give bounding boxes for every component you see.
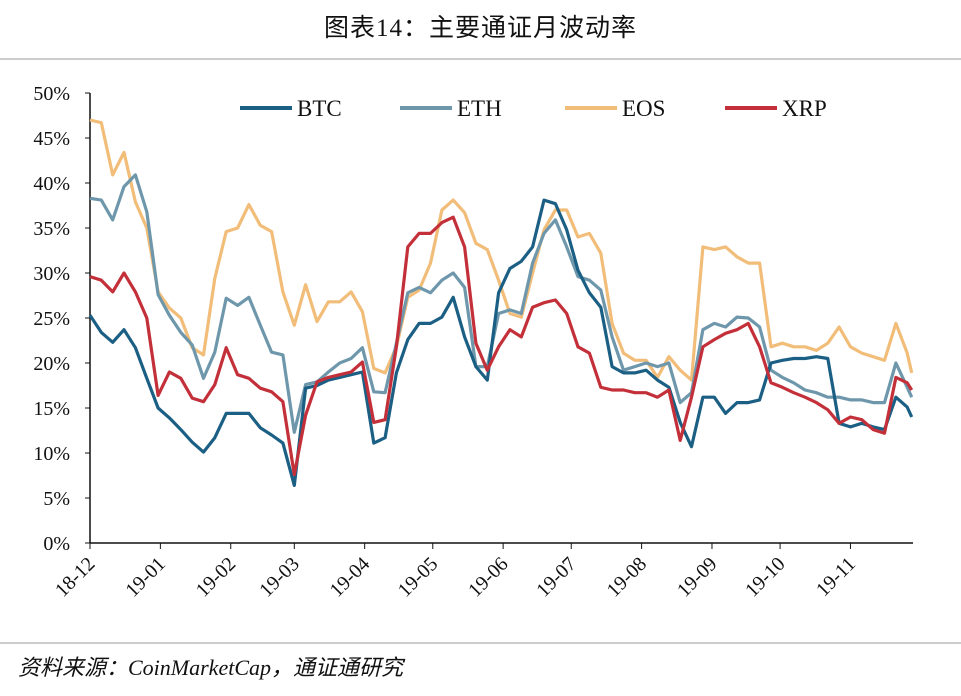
x-tick-label: 19-04 — [326, 553, 375, 602]
series-line-eos — [89, 118, 914, 382]
x-tick-label: 19-03 — [255, 553, 304, 602]
y-tick-label: 20% — [33, 353, 70, 375]
series-line-xrp — [89, 215, 914, 477]
series-line-eth — [89, 173, 914, 434]
y-tick-label: 0% — [43, 533, 70, 555]
source-note: 资料来源：CoinMarketCap，通证通研究 — [18, 655, 403, 680]
x-tick-label: 19-02 — [192, 553, 241, 602]
x-tick-label: 19-10 — [741, 553, 790, 602]
x-tick-label: 19-08 — [603, 553, 652, 602]
y-tick-label: 45% — [33, 128, 70, 150]
x-tick-label: 19-05 — [394, 553, 443, 602]
legend-label-xrp: XRP — [782, 96, 827, 121]
legend-label-eos: EOS — [622, 96, 665, 121]
x-tick-label: 19-06 — [464, 553, 513, 602]
legend-label-btc: BTC — [297, 96, 342, 121]
y-tick-label: 25% — [33, 308, 70, 330]
x-tick-label: 19-07 — [532, 553, 581, 602]
legend-label-eth: ETH — [457, 96, 502, 121]
chart-title: 图表14：主要通证月波动率 — [323, 15, 637, 42]
y-tick-label: 30% — [33, 263, 70, 285]
x-tick-label: 19-11 — [812, 553, 860, 601]
x-tick-label: 19-09 — [673, 553, 722, 602]
y-tick-label: 5% — [43, 488, 70, 510]
y-tick-label: 40% — [33, 173, 70, 195]
x-tick-label: 18-12 — [51, 553, 100, 602]
y-tick-label: 15% — [33, 398, 70, 420]
series-line-btc — [88, 198, 914, 487]
y-tick-label: 50% — [33, 83, 70, 105]
y-tick-label: 35% — [33, 218, 70, 240]
y-tick-label: 10% — [33, 443, 70, 465]
x-tick-label: 19-01 — [121, 553, 170, 602]
